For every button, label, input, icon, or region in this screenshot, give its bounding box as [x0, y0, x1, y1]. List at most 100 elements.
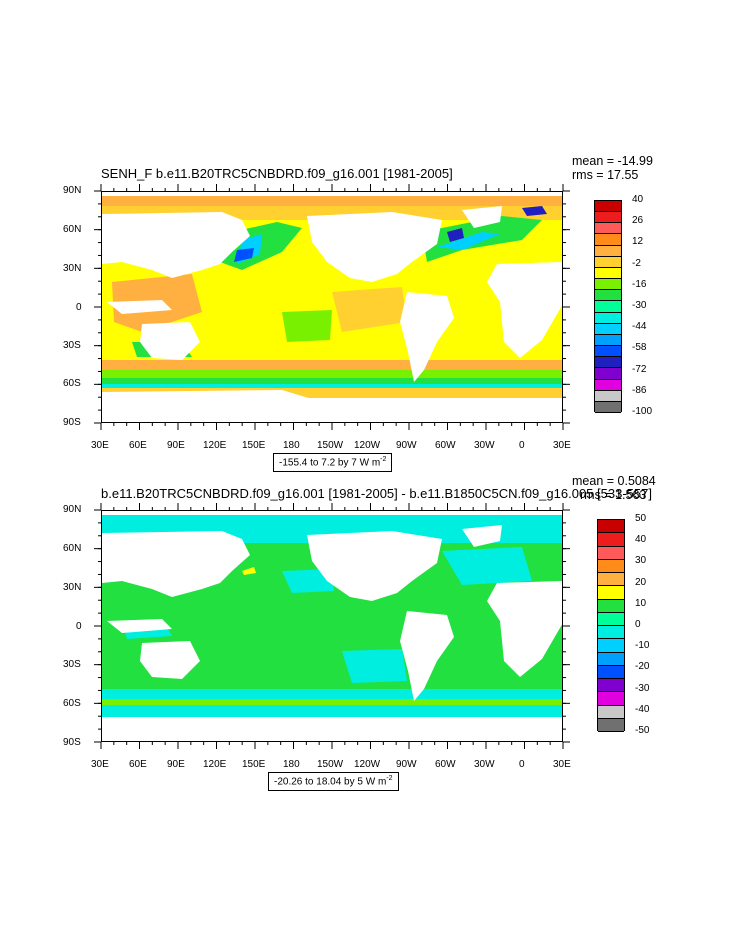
colorbar-swatch: [598, 533, 624, 547]
lat-label-90s: 90S: [63, 417, 81, 428]
colorbar-label: 50: [635, 513, 647, 524]
panel-1-map: [101, 191, 563, 423]
lon-label-30e-right-2: 30E: [553, 759, 571, 770]
lon-label-90w-2: 90W: [396, 759, 417, 770]
lat-label-30n: 30N: [63, 263, 82, 274]
colorbar-label: -30: [632, 300, 647, 311]
colorbar-swatch: [595, 346, 621, 358]
colorbar-label: -44: [632, 321, 647, 333]
colorbar-label: -20: [635, 661, 650, 673]
lat-label-30s-2: 30S: [63, 659, 81, 670]
colorbar-swatch: [595, 201, 621, 213]
colorbar-swatch: [598, 586, 624, 600]
colorbar-swatch: [598, 599, 624, 613]
colorbar-swatch: [595, 245, 621, 257]
lat-label-30n-2: 30N: [63, 582, 82, 593]
lat-label-90n-2: 90N: [63, 504, 82, 515]
colorbar-label: -50: [635, 725, 650, 736]
lon-label-30e-right: 30E: [553, 440, 571, 451]
lon-label-60w-2: 60W: [435, 759, 456, 770]
colorbar-label: 40: [635, 534, 647, 546]
colorbar-swatch: [595, 390, 621, 402]
lon-label-180-2: 180: [283, 759, 300, 770]
panel-1-contour-info-text: -155.4 to 7.2 by 7 W m: [279, 457, 381, 469]
colorbar-swatch: [598, 520, 624, 534]
panel-1-contour-info-exp: -2: [380, 456, 387, 463]
lat-label-90n: 90N: [63, 185, 82, 196]
lon-label-150e: 150E: [242, 440, 266, 451]
colorbar-swatch: [598, 652, 624, 666]
panel-2-map-field: [102, 511, 562, 741]
lon-label-60e-2: 60E: [129, 759, 147, 770]
lon-label-0: 0: [519, 440, 525, 451]
colorbar-swatch: [595, 212, 621, 224]
lon-label-150w-2: 150W: [317, 759, 344, 770]
lat-label-30s: 30S: [63, 340, 81, 351]
panel-2-title: b.e11.B20TRC5CNBDRD.f09_g16.001 [1981-20…: [101, 486, 652, 501]
colorbar-label: -58: [632, 342, 647, 354]
lat-label-60n: 60N: [63, 224, 82, 235]
colorbar-label: 0: [635, 619, 641, 630]
colorbar-swatch: [595, 334, 621, 347]
colorbar-label: 30: [635, 555, 647, 567]
panel-2-map: [101, 510, 563, 742]
lat-label-0: 0: [76, 302, 82, 313]
panel-1-map-field: [102, 192, 562, 422]
colorbar-label: -10: [635, 640, 650, 652]
lat-label-60s-2: 60S: [63, 698, 81, 709]
panel-1-rms: rms = 17.55: [572, 168, 639, 182]
panel-1-title: SENH_F b.e11.B20TRC5CNBDRD.f09_g16.001 […: [101, 166, 453, 181]
colorbar-label: 40: [632, 194, 644, 205]
lon-label-30w: 30W: [474, 440, 495, 451]
colorbar-label: 10: [635, 597, 647, 609]
panel-2-mean: mean = 0.5084: [572, 474, 656, 488]
colorbar-swatch: [595, 301, 621, 313]
colorbar-swatch: [595, 312, 621, 324]
colorbar-swatch: [595, 368, 621, 380]
colorbar-swatch: [598, 705, 624, 719]
colorbar-label: 12: [632, 236, 644, 248]
colorbar-swatch: [595, 267, 621, 280]
colorbar-swatch: [595, 379, 621, 391]
lon-label-90w: 90W: [396, 440, 417, 451]
lat-label-60s: 60S: [63, 378, 81, 389]
lat-label-0-2: 0: [76, 621, 82, 632]
panel-1-contour-info: -155.4 to 7.2 by 7 W m-2: [273, 453, 393, 473]
colorbar-swatch: [598, 573, 624, 587]
lon-label-180: 180: [283, 440, 300, 451]
panel-2-contour-info-exp: -2: [386, 775, 393, 782]
colorbar-swatch: [598, 679, 624, 693]
panel-2-contour-info: -20.26 to 18.04 by 5 W m-2: [268, 772, 399, 792]
colorbar-swatch: [598, 718, 624, 732]
lat-label-60n-2: 60N: [63, 543, 82, 554]
panel-1-mean: mean = -14.99: [572, 154, 653, 168]
colorbar-swatch: [595, 290, 621, 302]
colorbar-label: -2: [632, 257, 641, 269]
colorbar-swatch: [595, 223, 621, 235]
panel-2-rms: rms = 1.563: [580, 488, 647, 502]
panel-1-colorbar: [594, 200, 622, 413]
colorbar-swatch: [595, 401, 621, 413]
colorbar-swatch: [598, 639, 624, 653]
panel-2-contour-info-text: -20.26 to 18.04 by 5 W m: [274, 776, 387, 788]
lat-label-90s-2: 90S: [63, 737, 81, 748]
colorbar-swatch: [595, 323, 621, 335]
lon-label-120w-2: 120W: [354, 759, 381, 770]
lon-label-30e-2: 30E: [91, 759, 109, 770]
colorbar-swatch: [595, 279, 621, 291]
lon-label-90e-2: 90E: [167, 759, 185, 770]
colorbar-swatch: [595, 234, 621, 246]
lon-label-30w-2: 30W: [474, 759, 495, 770]
lon-label-60w: 60W: [435, 440, 456, 451]
panel-2-colorbar: [597, 519, 625, 732]
colorbar-label: -16: [632, 278, 647, 290]
lon-label-120w: 120W: [354, 440, 381, 451]
lon-label-150e-2: 150E: [242, 759, 266, 770]
colorbar-label: -100: [632, 406, 653, 417]
colorbar-swatch: [595, 256, 621, 268]
lon-label-120e: 120E: [203, 440, 227, 451]
lon-label-60e: 60E: [129, 440, 147, 451]
colorbar-swatch: [598, 665, 624, 679]
colorbar-label: 20: [635, 576, 647, 588]
